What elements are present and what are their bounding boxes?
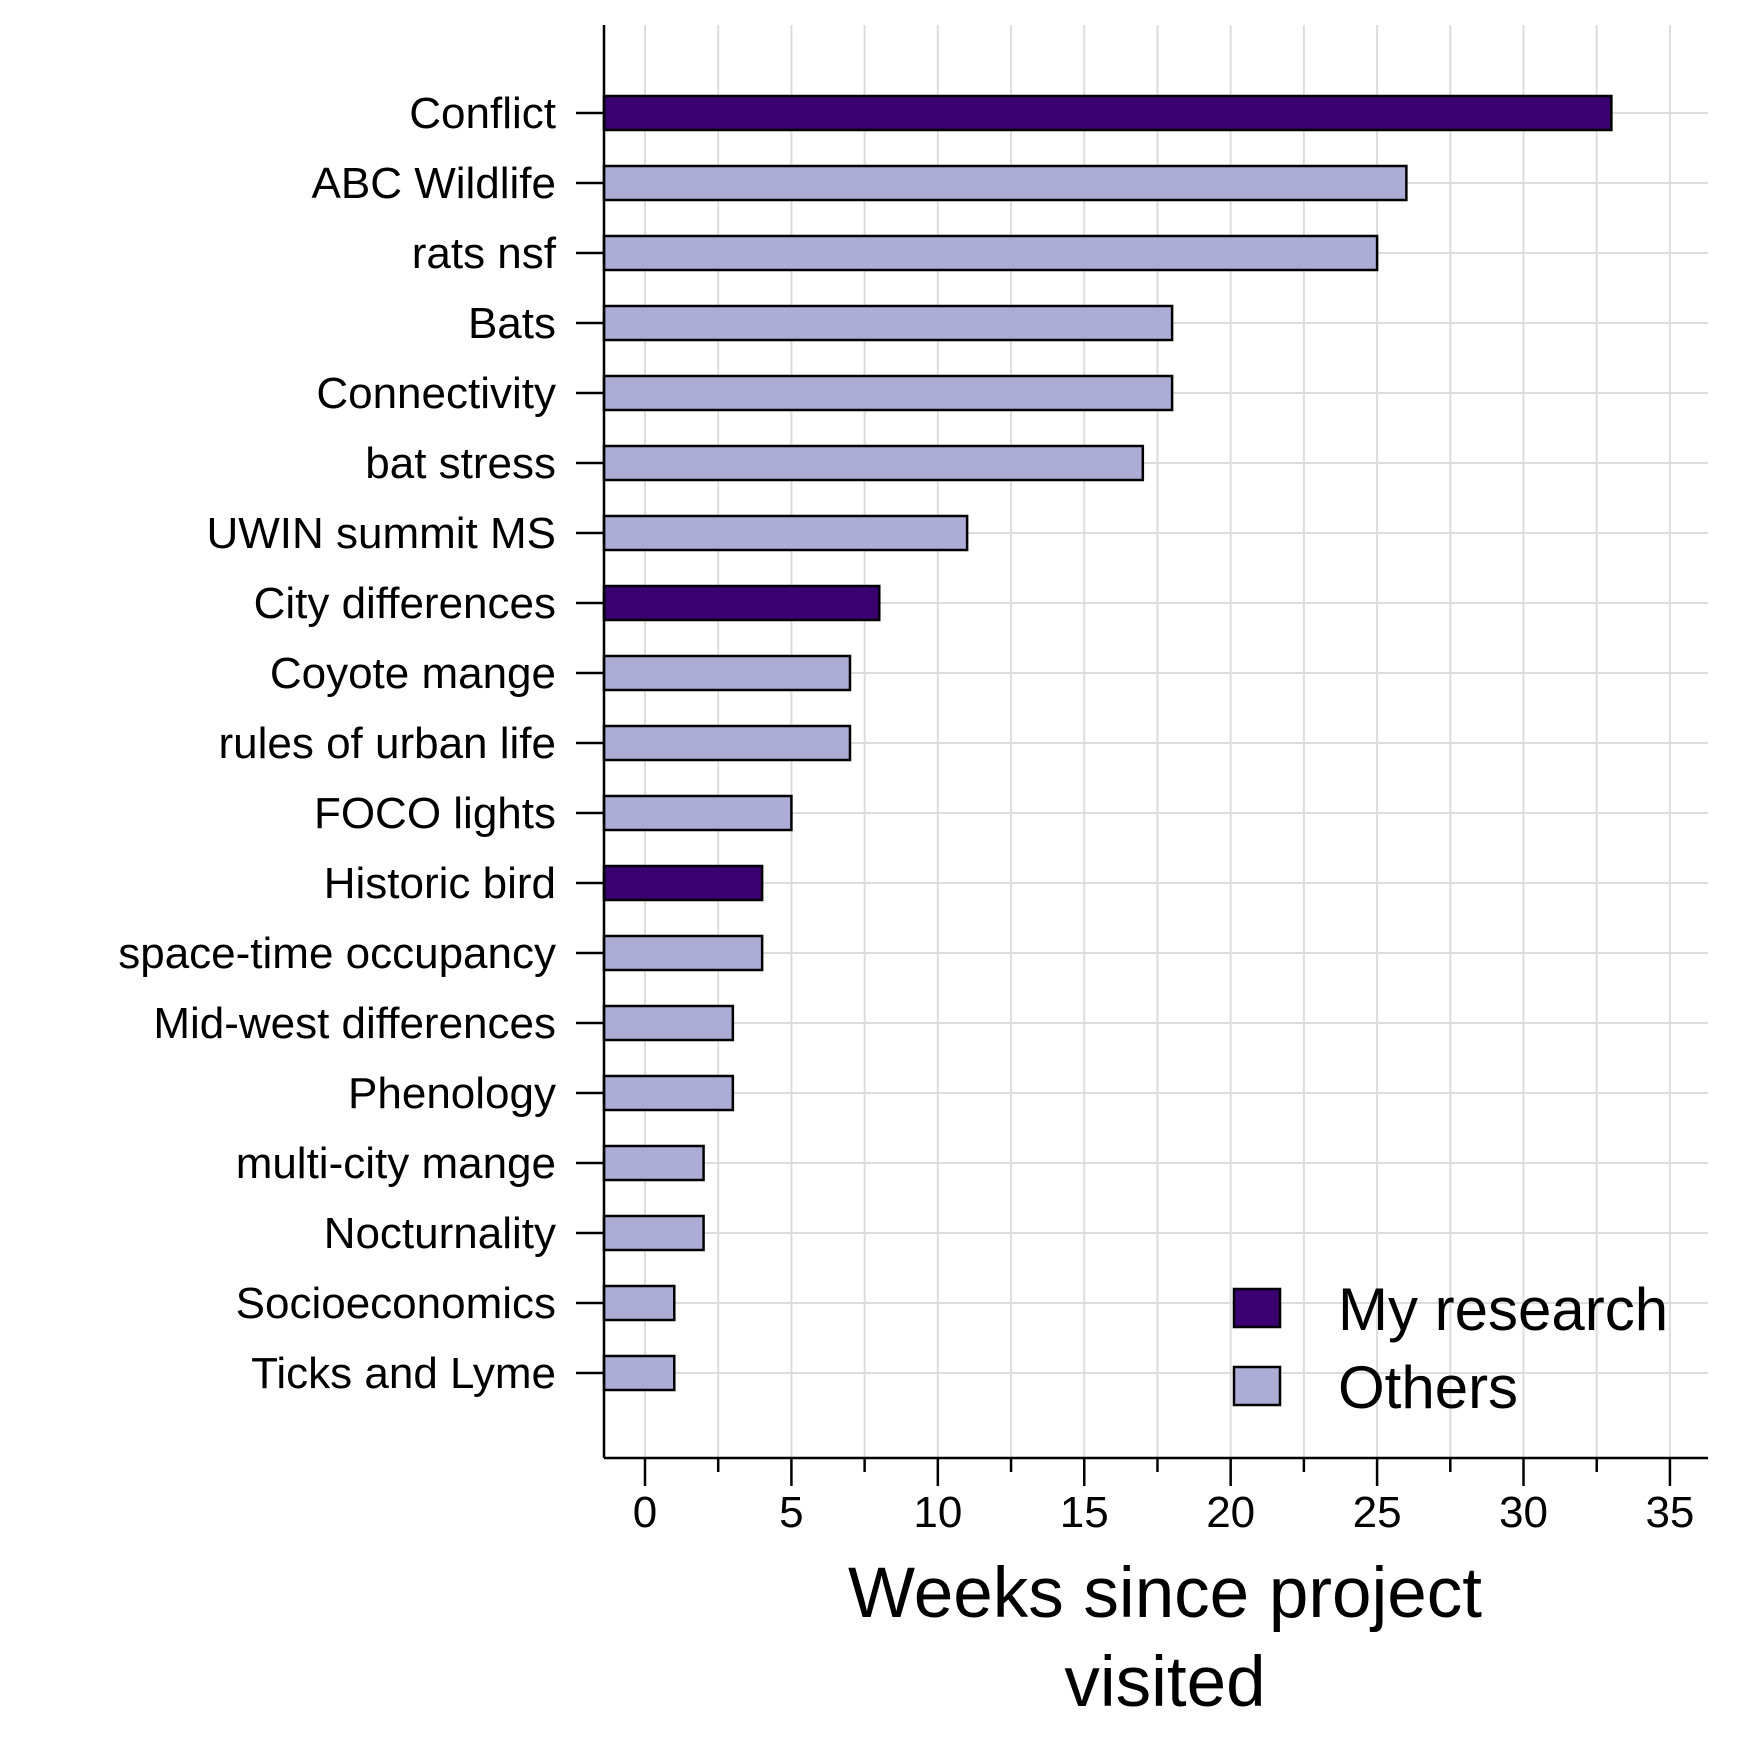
y-tick-label: Conflict — [409, 89, 556, 138]
y-tick-label: Ticks and Lyme — [251, 1349, 556, 1398]
bar — [602, 164, 1408, 202]
bar — [602, 1004, 735, 1042]
legend-label: Others — [1338, 1354, 1518, 1421]
bar — [602, 654, 852, 692]
y-tick-label: UWIN summit MS — [206, 509, 556, 558]
bar — [602, 794, 793, 832]
bar — [602, 864, 764, 902]
y-tick-label: Mid-west differences — [153, 999, 556, 1048]
legend-swatch — [1232, 1365, 1282, 1407]
y-tick-label: Phenology — [348, 1069, 556, 1118]
bar — [602, 514, 969, 552]
bar — [602, 584, 881, 622]
x-axis-title: Weeks since project — [848, 1554, 1482, 1633]
y-tick-label: Coyote mange — [270, 649, 556, 698]
bars — [602, 94, 1613, 1392]
bar — [602, 934, 764, 972]
y-tick-label: City differences — [254, 579, 556, 628]
legend: My research Others — [1232, 1276, 1668, 1421]
bar — [602, 1144, 705, 1182]
bar — [602, 304, 1174, 342]
x-tick-label: 10 — [913, 1488, 962, 1537]
x-tick-label: 25 — [1353, 1488, 1402, 1537]
x-tick-label: 5 — [779, 1488, 803, 1537]
y-tick-label: space-time occupancy — [118, 929, 556, 978]
legend-swatch — [1232, 1287, 1282, 1329]
y-tick-label: FOCO lights — [314, 789, 556, 838]
bar — [602, 94, 1613, 132]
bar — [602, 1284, 676, 1322]
y-tick-label: Historic bird — [324, 859, 556, 908]
y-tick-label: multi-city mange — [236, 1139, 556, 1188]
y-tick-label: ABC Wildlife — [312, 159, 557, 208]
axes: Conflict ABC Wildlife rats nsf Bats Connecti… — [118, 25, 1708, 1537]
x-tick-label: 20 — [1206, 1488, 1255, 1537]
bar — [602, 1354, 676, 1392]
y-tick-label: Bats — [468, 299, 556, 348]
bar — [602, 724, 852, 762]
bar — [602, 444, 1145, 482]
y-tick-label: Socioeconomics — [236, 1279, 556, 1328]
x-tick-label: 15 — [1060, 1488, 1109, 1537]
bar — [602, 1214, 705, 1252]
y-tick-label: Nocturnality — [324, 1209, 556, 1258]
bar — [602, 234, 1379, 272]
bar — [602, 1074, 735, 1112]
x-tick-label: 30 — [1499, 1488, 1548, 1537]
y-tick-label: rules of urban life — [218, 719, 556, 768]
x-tick-label: 35 — [1645, 1488, 1694, 1537]
x-tick-label: 0 — [633, 1488, 657, 1537]
bar — [602, 374, 1174, 412]
y-tick-label: bat stress — [365, 439, 556, 488]
y-tick-label: Connectivity — [316, 369, 556, 418]
y-tick-label: rats nsf — [412, 229, 557, 278]
x-axis-title-line-2: visited — [1064, 1643, 1265, 1722]
legend-label: My research — [1338, 1276, 1668, 1343]
